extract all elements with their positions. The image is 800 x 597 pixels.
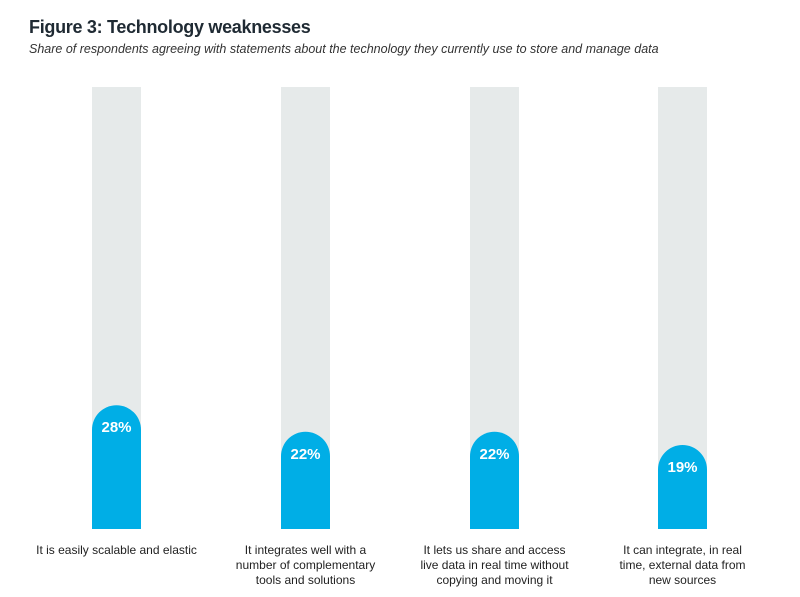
category-label-line: copying and moving it bbox=[436, 573, 553, 587]
bar bbox=[92, 405, 141, 529]
category-label: It lets us share and access live data in … bbox=[405, 543, 585, 588]
category-label-line: new sources bbox=[648, 573, 717, 587]
category-label: It is easily scalable and elastic bbox=[27, 543, 207, 558]
category-label-line: tools and solutions bbox=[255, 573, 356, 587]
data-label: 22% bbox=[479, 446, 509, 463]
category-label-line: It integrates well with a bbox=[244, 543, 367, 557]
data-label: 28% bbox=[101, 419, 131, 436]
bar bbox=[658, 445, 707, 529]
chart-subtitle: Share of respondents agreeing with state… bbox=[29, 42, 659, 56]
category-label-line: number of complementary bbox=[235, 558, 376, 572]
chart-title: Figure 3: Technology weaknesses bbox=[29, 17, 311, 37]
data-label: 19% bbox=[667, 459, 697, 476]
category-label-line: It lets us share and access bbox=[423, 543, 566, 557]
category-label-line: live data in real time without bbox=[420, 558, 569, 572]
bar bbox=[470, 431, 519, 529]
category-label-line: It can integrate, in real bbox=[623, 543, 742, 557]
bar bbox=[281, 431, 330, 529]
data-label: 22% bbox=[290, 446, 320, 463]
category-label-line: time, external data from bbox=[619, 558, 746, 572]
category-label: It integrates well with a number of compl… bbox=[216, 543, 396, 588]
category-label-line: It is easily scalable and elastic bbox=[36, 543, 197, 557]
category-label: It can integrate, in real time, external … bbox=[593, 543, 773, 588]
